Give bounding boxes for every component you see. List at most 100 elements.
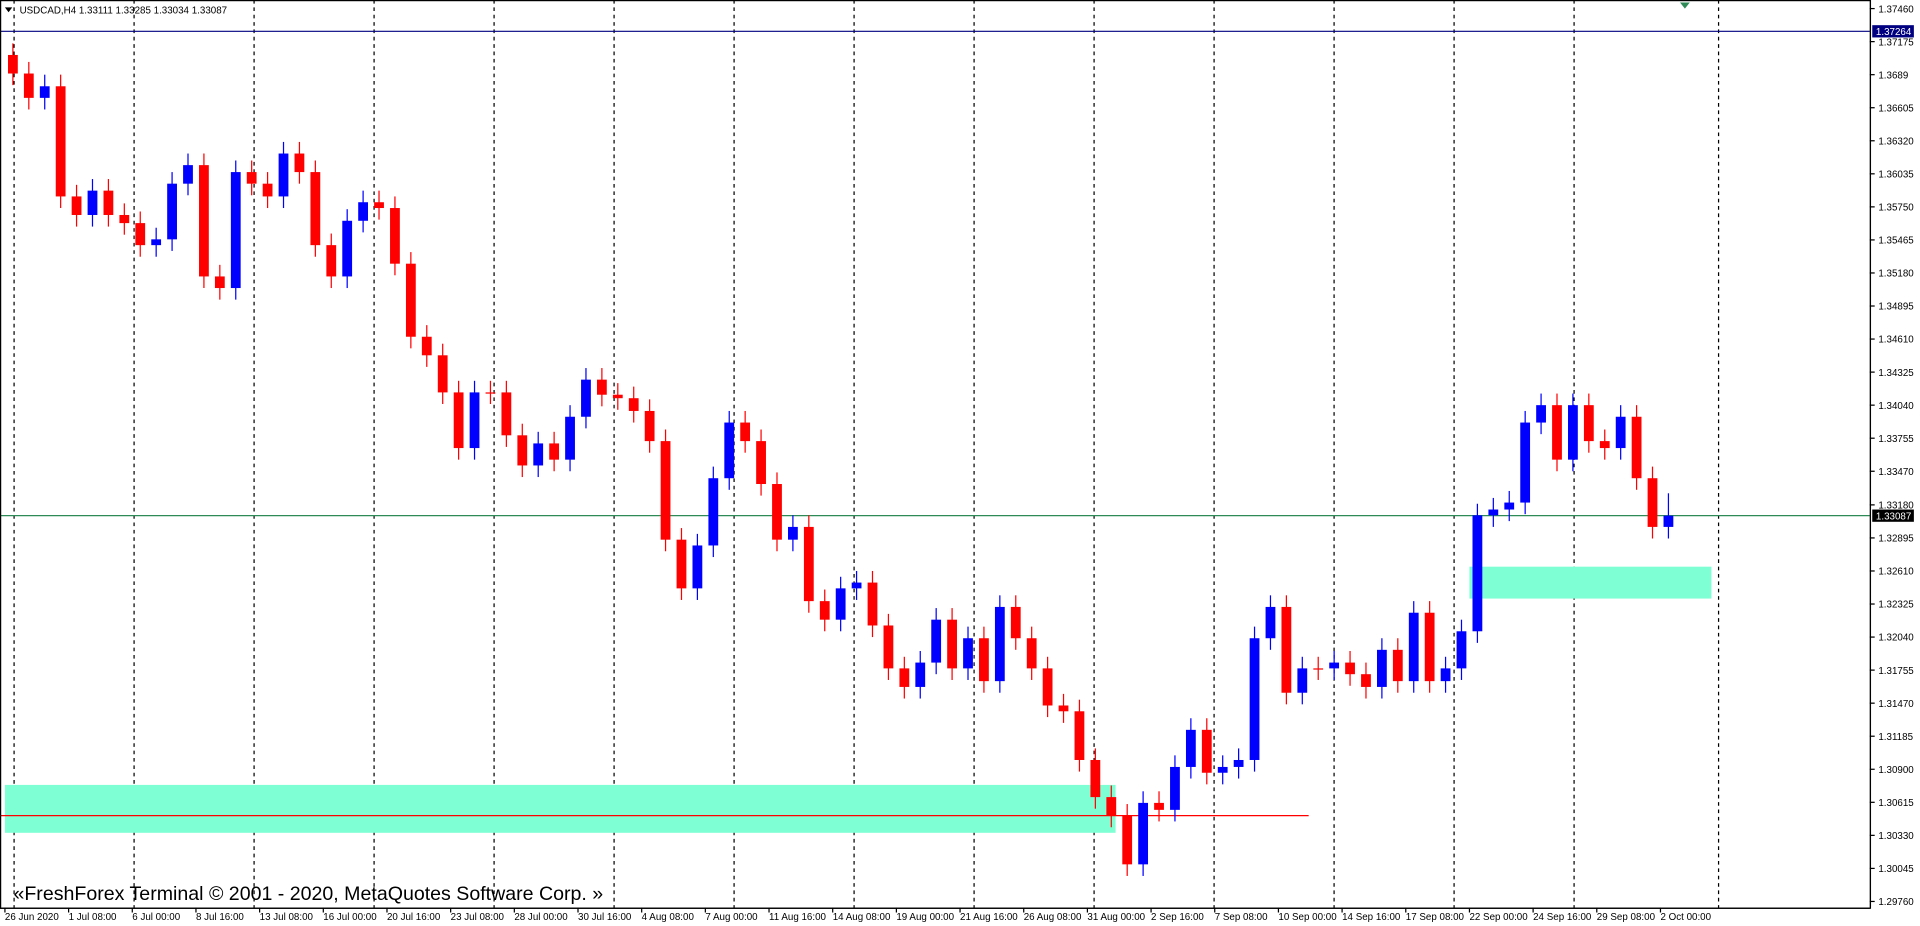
candle-body xyxy=(151,239,162,246)
y-tick-label: 1.37175 xyxy=(1878,37,1914,48)
candle-body xyxy=(1217,766,1228,773)
candle-body xyxy=(628,398,639,411)
candle-body xyxy=(979,638,989,682)
y-tick-label: 1.34895 xyxy=(1878,302,1914,313)
candle-body xyxy=(1424,612,1435,682)
x-tick-label: 24 Sep 16:00 xyxy=(1533,912,1592,923)
candle-body xyxy=(71,196,82,215)
y-tick-label: 1.32040 xyxy=(1878,633,1914,644)
y-tick-label: 1.35750 xyxy=(1878,203,1914,214)
candle-body xyxy=(1201,729,1212,773)
candle-body xyxy=(1536,405,1546,423)
x-tick-label: 19 Aug 00:00 xyxy=(896,912,954,923)
x-tick-label: 29 Sep 08:00 xyxy=(1597,912,1656,923)
x-tick-label: 4 Aug 08:00 xyxy=(642,912,695,923)
candle-body xyxy=(756,441,766,485)
candle-body xyxy=(1010,606,1021,639)
x-tick-label: 8 Jul 16:00 xyxy=(196,912,244,923)
x-tick-label: 6 Jul 00:00 xyxy=(132,912,180,923)
candle-body xyxy=(1599,441,1610,449)
y-tick-label: 1.30615 xyxy=(1878,798,1914,809)
candle-body xyxy=(851,582,862,589)
candle-body xyxy=(708,478,719,546)
candle-body xyxy=(246,172,257,184)
x-tick-label: 22 Sep 00:00 xyxy=(1469,912,1528,923)
price-label-box xyxy=(1872,509,1914,522)
candle-body xyxy=(819,601,830,620)
y-tick-label: 1.29760 xyxy=(1878,897,1914,908)
candle-body xyxy=(1074,711,1085,760)
candle-body xyxy=(294,153,305,173)
candle-body xyxy=(374,202,384,209)
zone xyxy=(1469,566,1712,599)
candle-body xyxy=(1345,662,1355,675)
candle-body xyxy=(772,484,782,540)
candle-body xyxy=(947,619,957,669)
y-tick-label: 1.3689 xyxy=(1878,70,1908,81)
candle-body xyxy=(883,625,894,669)
y-tick-label: 1.33755 xyxy=(1878,434,1914,445)
x-tick-label: 10 Sep 00:00 xyxy=(1278,912,1337,923)
candle-body xyxy=(23,73,34,98)
x-tick-label: 7 Aug 00:00 xyxy=(705,912,758,923)
x-tick-label: 7 Sep 08:00 xyxy=(1215,912,1268,923)
candle-body xyxy=(963,638,973,669)
y-tick-label: 1.33470 xyxy=(1878,467,1914,478)
candle-body xyxy=(421,336,432,356)
y-tick-label: 1.33180 xyxy=(1878,501,1914,512)
candle-body xyxy=(517,435,528,466)
y-tick-label: 1.31470 xyxy=(1878,699,1914,710)
marker xyxy=(1680,2,1690,9)
candle-body xyxy=(1456,631,1467,669)
candle-body xyxy=(55,86,66,197)
y-tick-label: 1.32895 xyxy=(1878,534,1914,545)
candle-body xyxy=(581,379,591,417)
candle-body xyxy=(1138,802,1149,865)
y-tick-label: 1.34040 xyxy=(1878,401,1914,412)
candle-body xyxy=(1361,674,1371,687)
price-label: 1.37264 xyxy=(1876,27,1912,38)
menu-arrow xyxy=(4,7,13,13)
candle-body xyxy=(549,443,560,460)
x-tick-label: 31 Aug 00:00 xyxy=(1087,912,1145,923)
candle-body xyxy=(214,276,225,289)
candle-body xyxy=(1122,815,1133,865)
candle-body xyxy=(1615,416,1626,449)
candle-body xyxy=(485,392,496,394)
candle-body xyxy=(676,539,687,589)
candle-body xyxy=(39,86,50,98)
candle-body xyxy=(1329,662,1340,669)
price-label: 1.33087 xyxy=(1876,511,1911,522)
candle-body xyxy=(1042,668,1053,706)
candle-body xyxy=(1265,606,1276,639)
y-tick-label: 1.35465 xyxy=(1878,236,1914,247)
candle-body xyxy=(7,54,18,74)
candle-body xyxy=(596,379,607,395)
candle-body xyxy=(1440,668,1451,682)
x-tick-label: 1 Jul 08:00 xyxy=(69,912,117,923)
candle-body xyxy=(1154,802,1164,810)
candle-body xyxy=(1185,729,1196,767)
candle-body xyxy=(310,172,321,246)
candle-body xyxy=(644,410,655,442)
x-tick-label: 28 Jul 00:00 xyxy=(514,912,568,923)
y-tick-label: 1.34610 xyxy=(1878,335,1914,346)
y-tick-label: 1.30045 xyxy=(1878,864,1914,875)
y-tick-label: 1.32610 xyxy=(1878,567,1914,578)
candle-body xyxy=(1170,766,1180,810)
candle-body xyxy=(1376,649,1387,687)
candle-body xyxy=(565,416,575,460)
y-tick-label: 1.34325 xyxy=(1878,368,1914,379)
candle-body xyxy=(1663,515,1674,527)
candle-body xyxy=(612,394,623,399)
zone xyxy=(4,784,1116,833)
plot-frame xyxy=(0,0,1872,909)
x-tick-label: 20 Jul 16:00 xyxy=(387,912,441,923)
x-tick-label: 13 Jul 08:00 xyxy=(260,912,314,923)
x-tick-label: 16 Jul 00:00 xyxy=(323,912,377,923)
candle-body xyxy=(135,223,146,246)
candle-body xyxy=(788,526,798,540)
y-tick-label: 1.30900 xyxy=(1878,765,1914,776)
candle-body xyxy=(740,422,751,442)
x-tick-label: 26 Jun 2020 xyxy=(5,912,59,923)
